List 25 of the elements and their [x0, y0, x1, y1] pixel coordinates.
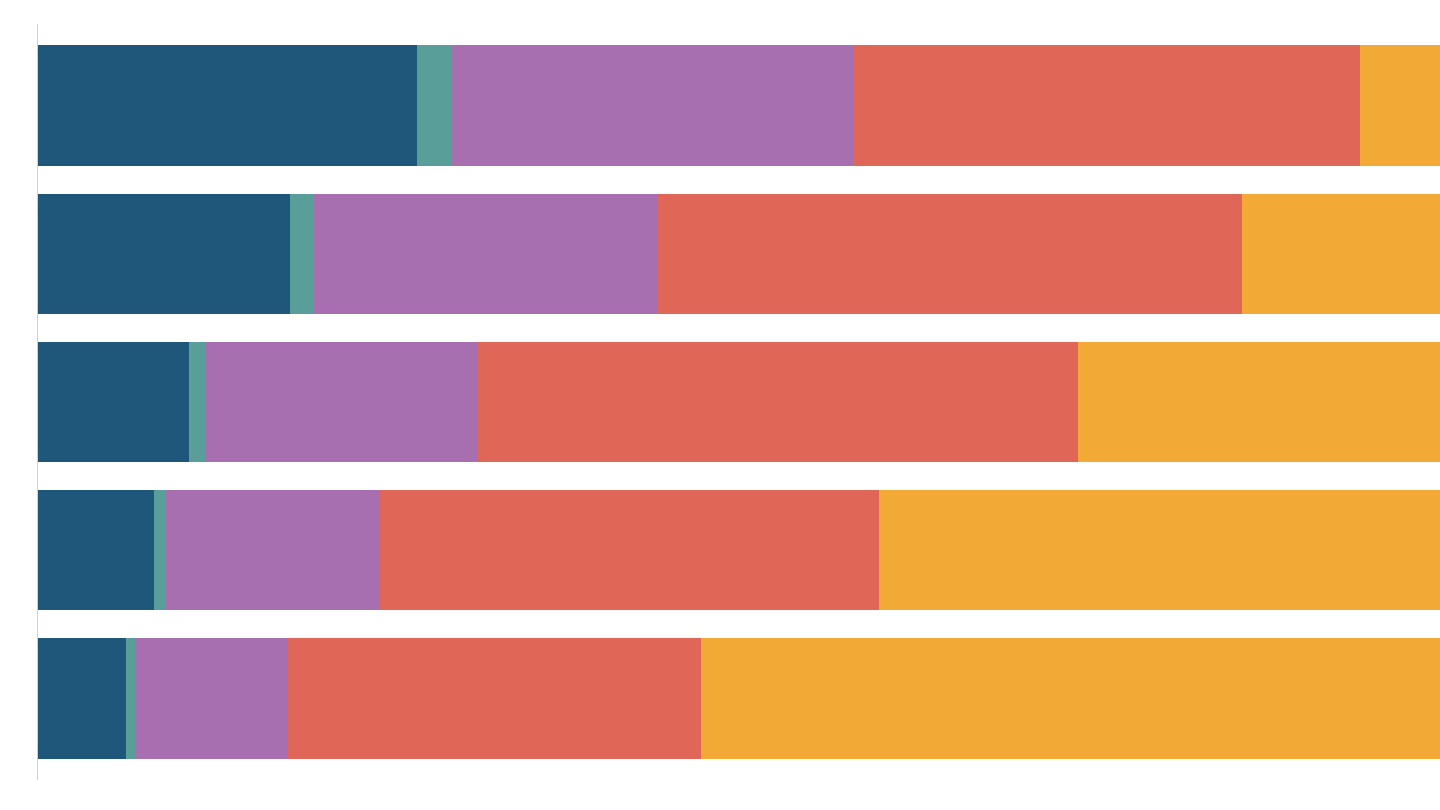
bar [287, 638, 702, 759]
bar [879, 490, 1440, 611]
bar [38, 193, 291, 314]
bar [134, 638, 288, 759]
bar [701, 638, 1440, 759]
bar [657, 193, 1243, 314]
bar [314, 193, 658, 314]
bar [189, 341, 205, 463]
bar [478, 341, 1079, 463]
bar [38, 490, 155, 611]
bar [416, 45, 452, 166]
bar [380, 490, 880, 611]
bar [165, 490, 381, 611]
bar [38, 45, 417, 166]
bar [154, 490, 166, 611]
bar [38, 341, 190, 463]
bar [126, 638, 135, 759]
bar [204, 341, 479, 463]
bar [290, 193, 315, 314]
bar [852, 45, 1361, 166]
bar [1360, 45, 1440, 166]
bar [1078, 341, 1440, 463]
bar [1242, 193, 1440, 314]
bar [451, 45, 853, 166]
bar [38, 638, 127, 759]
